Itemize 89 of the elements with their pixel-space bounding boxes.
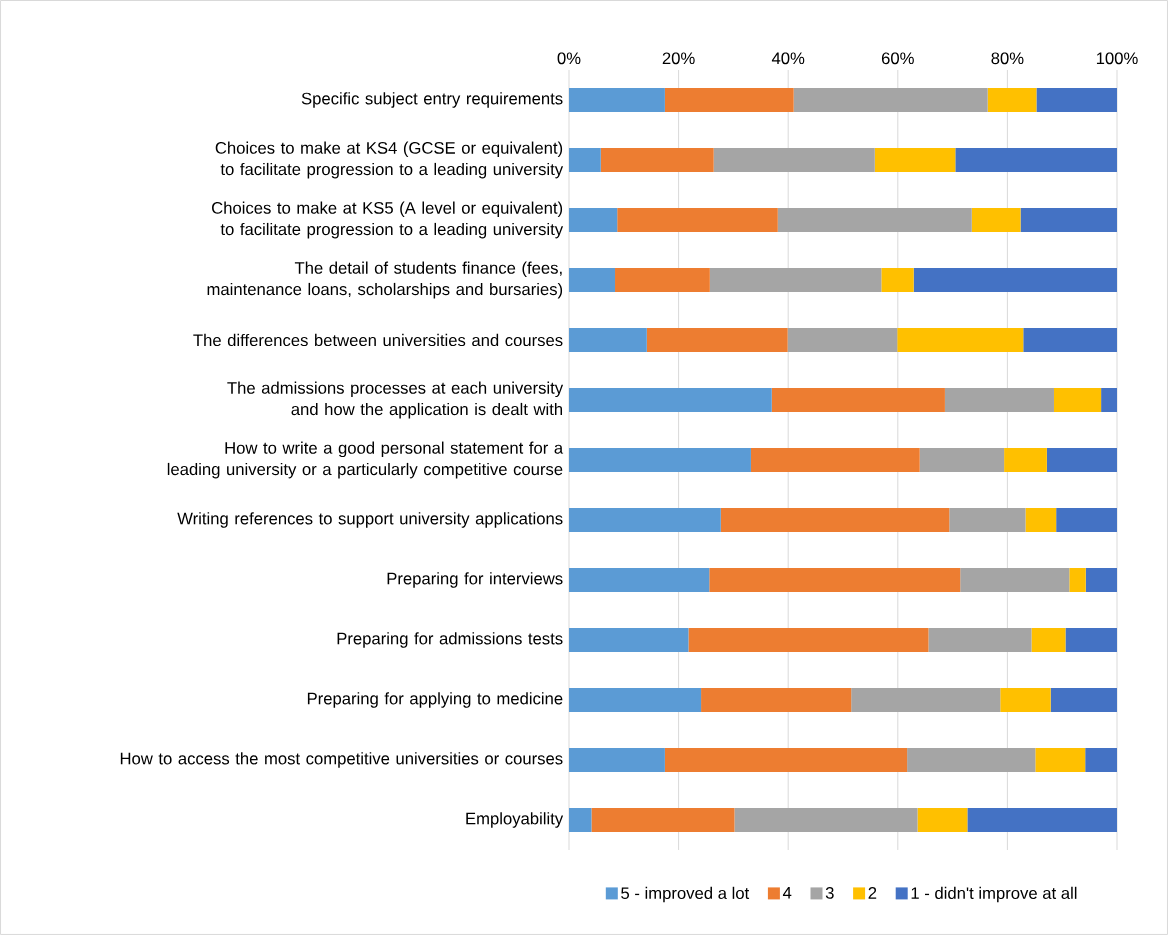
bar	[569, 328, 647, 352]
bar	[569, 268, 616, 292]
bar	[569, 628, 689, 652]
bar	[1065, 628, 1117, 652]
bar	[1085, 748, 1117, 772]
bar	[907, 748, 1036, 772]
bar	[617, 208, 778, 232]
y-tick-label: Specific subject entry requirements	[301, 92, 563, 108]
bar	[709, 568, 961, 592]
bar	[569, 508, 721, 532]
bar	[1020, 208, 1117, 232]
bar	[664, 748, 908, 772]
bar	[897, 328, 1024, 352]
bar	[1000, 688, 1051, 712]
bar	[971, 208, 1021, 232]
bar	[600, 148, 714, 172]
bar	[709, 268, 882, 292]
bar	[928, 628, 1032, 652]
bar	[569, 388, 772, 412]
bar	[917, 807, 968, 832]
bar	[1053, 388, 1102, 412]
bar	[664, 88, 794, 112]
bar	[793, 88, 988, 112]
bar	[1031, 628, 1066, 652]
legend-label: 4	[782, 887, 792, 899]
bar	[919, 448, 1005, 472]
bar	[1085, 568, 1117, 592]
y-tick-label: Writing references to support university applications	[177, 512, 563, 528]
bar	[987, 88, 1037, 112]
bar	[955, 148, 1117, 172]
bar	[569, 208, 618, 232]
bar	[701, 688, 852, 712]
bar	[569, 807, 592, 832]
bar	[944, 388, 1054, 412]
bar	[569, 148, 601, 172]
y-tick-label: Preparing for interviews	[387, 572, 563, 588]
bar	[1025, 508, 1057, 532]
bar	[1101, 388, 1117, 412]
bar	[1046, 448, 1117, 472]
x-tick-label: 20%	[662, 52, 695, 65]
bar	[569, 88, 665, 112]
bar	[1004, 448, 1047, 472]
bar	[771, 388, 945, 412]
bar	[1050, 688, 1117, 712]
bar	[949, 508, 1026, 532]
bar	[720, 508, 950, 532]
bar	[591, 807, 735, 832]
bar	[881, 268, 914, 292]
bar	[1036, 88, 1117, 112]
bar	[851, 688, 1001, 712]
bar	[646, 328, 788, 352]
bar	[960, 568, 1070, 592]
y-tick-label: Preparing for admissions tests	[337, 632, 563, 648]
bar	[569, 748, 665, 772]
bar	[569, 448, 751, 472]
x-tick-label: 40%	[771, 52, 805, 65]
bar	[734, 807, 918, 832]
y-tick-label: Preparing for applying to medicine	[307, 692, 563, 708]
x-tick-label: 80%	[991, 52, 1024, 65]
bar	[569, 568, 710, 592]
bar	[750, 448, 920, 472]
bar	[615, 268, 710, 292]
legend-label: 1 - didn't improve at all	[911, 886, 1077, 903]
bar	[777, 208, 972, 232]
bar	[569, 688, 702, 712]
y-tick-label: Choices to make at KS4 (GCSE or equivalent) to facilitate progression to a leading university	[215, 141, 564, 179]
bar	[913, 268, 1117, 292]
y-tick-label: The differences between universities and courses	[193, 333, 563, 347]
y-tick-label: The admissions processes at each university and how the application is dealt with	[227, 381, 564, 419]
y-tick-label: Employability	[466, 812, 564, 828]
y-tick-label: Choices to make at KS5 (A level or equivalent) to facilitate progression to a leading university	[212, 201, 564, 239]
legend-label: 2	[868, 887, 877, 899]
bar	[713, 148, 875, 172]
bar	[967, 807, 1117, 832]
legend-label: 5 - improved a lot	[621, 886, 750, 903]
x-tick-label: 60%	[881, 52, 914, 65]
bar	[688, 628, 929, 652]
bar	[1069, 568, 1086, 592]
bar	[874, 148, 956, 172]
y-tick-label: How to write a good personal statement for a leading university or a particularly competitive course	[167, 441, 564, 479]
x-tick-label: 0%	[557, 52, 581, 65]
x-tick-label: 100%	[1096, 52, 1138, 65]
bar	[1023, 328, 1117, 352]
bar	[787, 328, 898, 352]
y-tick-label: How to access the most competitive universities or courses	[120, 752, 563, 768]
bar	[1035, 748, 1086, 772]
legend-label: 3	[825, 887, 834, 899]
bar	[1056, 508, 1117, 532]
y-tick-label: The detail of students finance (fees, maintenance loans, scholarships and bursaries)	[207, 261, 563, 299]
